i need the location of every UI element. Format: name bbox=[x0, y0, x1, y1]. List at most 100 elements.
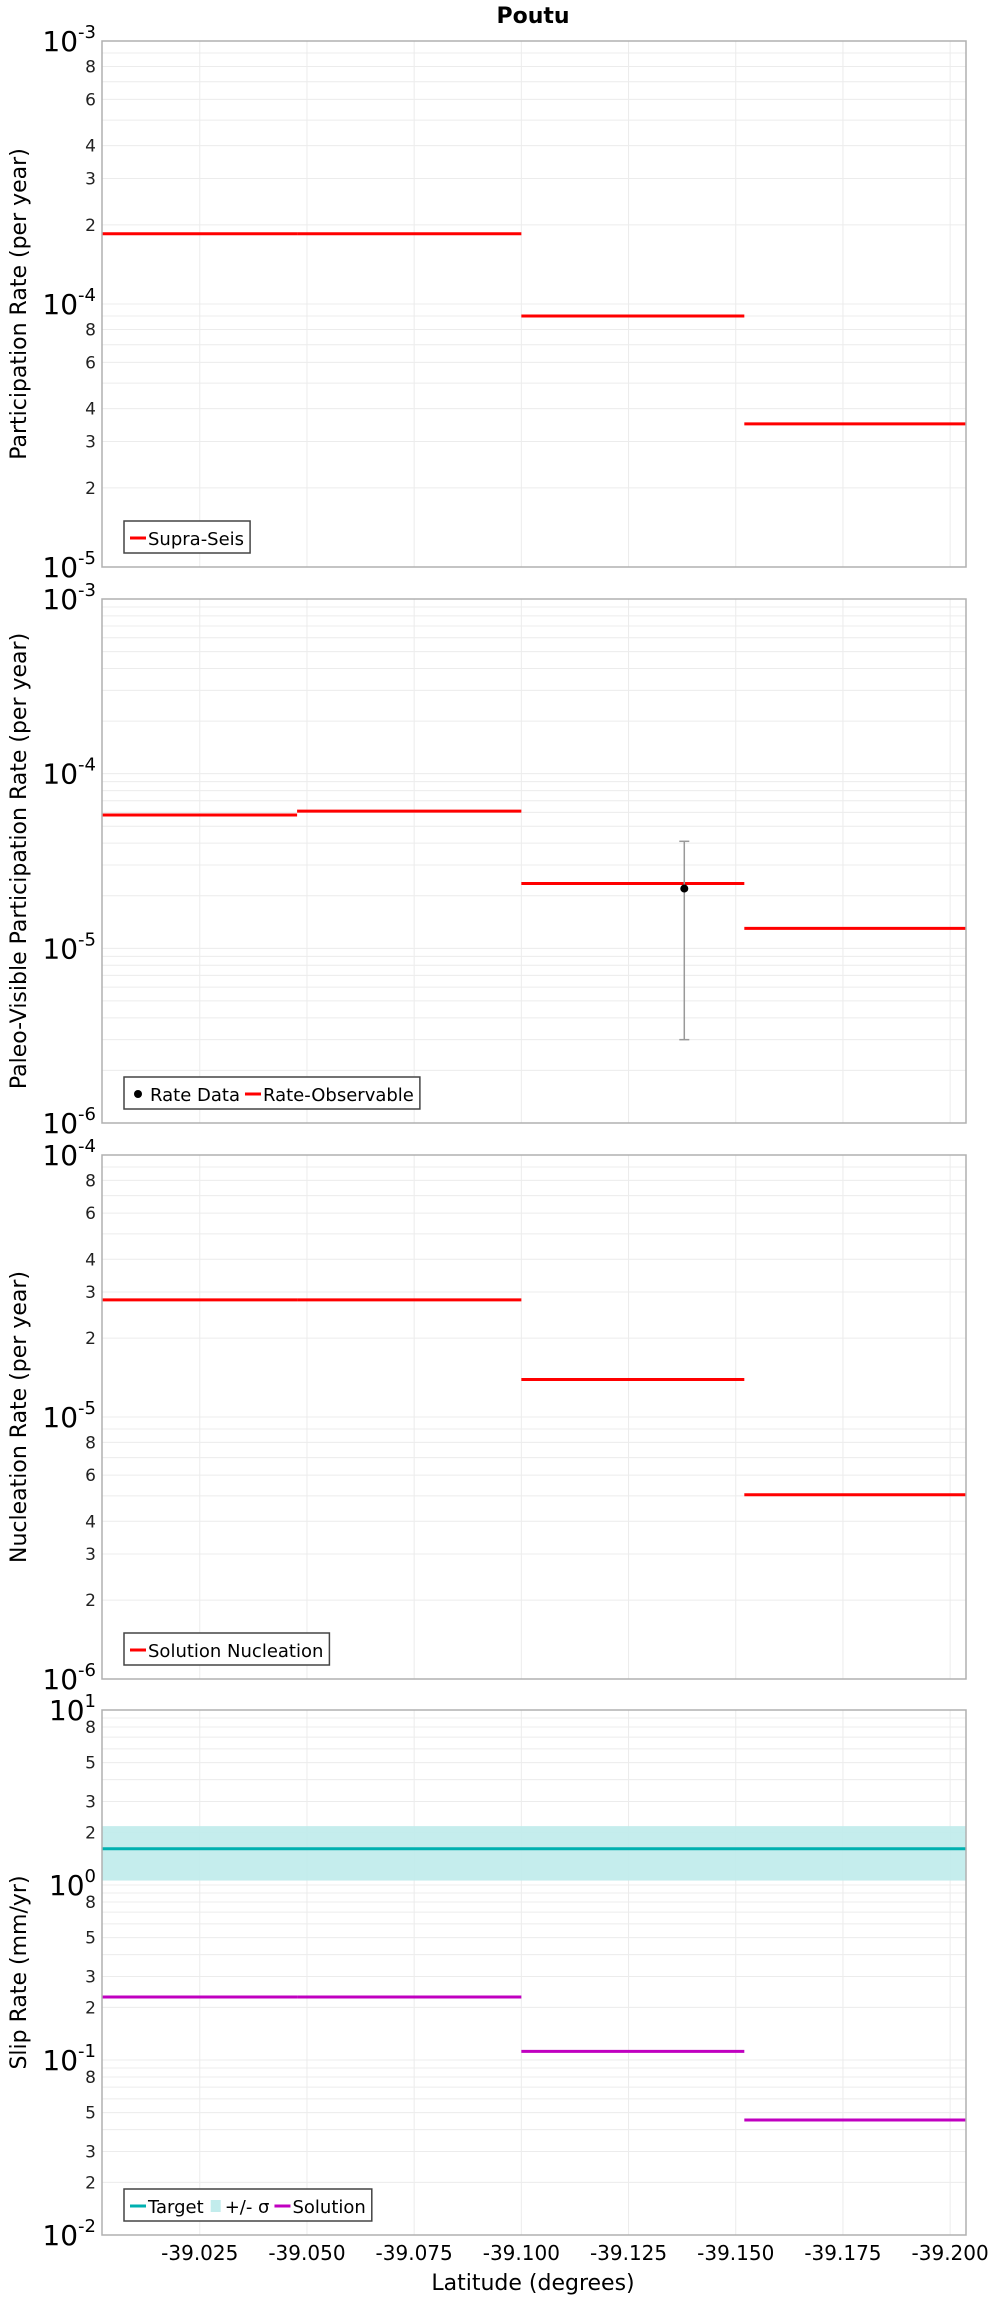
y-minor-tick-label: 5 bbox=[85, 1754, 96, 1774]
y-tick-label: 101 bbox=[49, 1691, 96, 1727]
y-minor-tick-label: 4 bbox=[85, 1250, 96, 1270]
y-tick-exponent: -4 bbox=[78, 285, 96, 306]
plot-frame bbox=[101, 1709, 967, 2236]
legend-box bbox=[123, 1632, 331, 1666]
sigma-band bbox=[102, 1826, 966, 1881]
y-minor-tick-label: 2 bbox=[85, 1998, 96, 2018]
plot-frame bbox=[101, 40, 967, 568]
y-minor-tick-label: 3 bbox=[85, 1283, 96, 1303]
y-axis-label: Participation Rate (per year) bbox=[7, 148, 32, 460]
y-tick-label: 10-4 bbox=[42, 1136, 96, 1172]
legend-square-icon bbox=[210, 2200, 221, 2212]
y-minor-tick-label: 2 bbox=[85, 1591, 96, 1611]
data-point bbox=[680, 884, 689, 893]
y-tick-label: 10-5 bbox=[42, 548, 96, 584]
y-minor-tick-label: 3 bbox=[85, 433, 96, 453]
y-tick-label: 10-6 bbox=[42, 1104, 96, 1140]
y-tick-exponent: -5 bbox=[78, 1398, 96, 1419]
y-minor-tick-label: 2 bbox=[85, 216, 96, 236]
y-tick-exponent: -5 bbox=[78, 929, 96, 950]
legend: Solution Nucleation bbox=[123, 1632, 331, 1666]
y-tick-base: 10 bbox=[42, 551, 78, 584]
y-minor-tick-label: 8 bbox=[85, 1171, 96, 1191]
y-minor-tick-label: 5 bbox=[85, 1929, 96, 1949]
legend-label: Solution bbox=[292, 2197, 365, 2218]
legend-dot-icon bbox=[134, 1090, 142, 1098]
y-minor-tick-label: 3 bbox=[85, 170, 96, 190]
y-tick-base: 10 bbox=[42, 1401, 78, 1434]
y-tick-label: 10-5 bbox=[42, 1398, 96, 1434]
legend-label: Rate Data bbox=[150, 1085, 240, 1106]
x-tick-label: -39.150 bbox=[697, 2241, 774, 2265]
y-tick-exponent: 1 bbox=[85, 1691, 96, 1712]
legend-label: Supra-Seis bbox=[148, 529, 244, 550]
y-tick-base: 10 bbox=[42, 583, 78, 616]
y-axis-label: Nucleation Rate (per year) bbox=[7, 1271, 32, 1563]
plot-frame bbox=[101, 1154, 967, 1680]
x-axis: -39.025 -39.050 -39.075 -39.100 -39.125 -39.1… bbox=[161, 2241, 989, 2265]
y-axis-label: Paleo-Visible Participation Rate (per ye… bbox=[7, 633, 32, 1089]
y-tick-label: 100 bbox=[49, 1866, 96, 1902]
y-tick-base: 10 bbox=[42, 758, 78, 791]
y-tick-base: 10 bbox=[42, 1139, 78, 1172]
y-tick-label: 10-3 bbox=[42, 22, 96, 58]
y-minor-tick-label: 4 bbox=[85, 1512, 96, 1532]
y-tick-label: 10-6 bbox=[42, 1660, 96, 1696]
y-minor-tick-label: 2 bbox=[85, 2173, 96, 2193]
y-tick-exponent: -3 bbox=[78, 22, 96, 43]
y-tick-exponent: -2 bbox=[78, 2216, 96, 2237]
y-tick-label: 10-4 bbox=[42, 755, 96, 791]
y-minor-tick-label: 3 bbox=[85, 1545, 96, 1565]
plot-area bbox=[102, 1710, 966, 2235]
y-tick-base: 10 bbox=[49, 1869, 85, 1902]
legend-label: +/- σ bbox=[225, 2197, 270, 2218]
y-minor-tick-label: 3 bbox=[85, 1793, 96, 1813]
x-tick-label: -39.200 bbox=[912, 2241, 989, 2265]
y-minor-tick-label: 5 bbox=[85, 2104, 96, 2124]
y-tick-label: 10-4 bbox=[42, 285, 96, 321]
y-minor-tick-label: 6 bbox=[85, 353, 96, 373]
y-tick-exponent: -4 bbox=[78, 1136, 96, 1157]
y-minor-tick-label: 4 bbox=[85, 137, 96, 157]
y-tick-label: 10-1 bbox=[42, 2041, 96, 2077]
y-minor-tick-label: 2 bbox=[85, 1823, 96, 1843]
legend-box bbox=[123, 2188, 373, 2222]
y-tick-label: 10-5 bbox=[42, 929, 96, 965]
y-tick-base: 10 bbox=[42, 2219, 78, 2252]
x-tick-label: -39.125 bbox=[590, 2241, 667, 2265]
y-tick-exponent: 0 bbox=[85, 1866, 96, 1887]
y-tick-base: 10 bbox=[49, 1694, 85, 1727]
x-tick-label: -39.175 bbox=[804, 2241, 881, 2265]
x-tick-label: -39.025 bbox=[161, 2241, 238, 2265]
y-tick-label: 10-2 bbox=[42, 2216, 96, 2252]
y-tick-base: 10 bbox=[42, 25, 78, 58]
y-tick-exponent: -6 bbox=[78, 1660, 96, 1681]
y-tick-base: 10 bbox=[42, 1107, 78, 1140]
y-tick-base: 10 bbox=[42, 2044, 78, 2077]
y-tick-base: 10 bbox=[42, 288, 78, 321]
legend: Supra-Seis bbox=[123, 520, 251, 554]
y-tick-exponent: -6 bbox=[78, 1104, 96, 1125]
y-minor-tick-label: 3 bbox=[85, 2143, 96, 2163]
chart-title: Poutu bbox=[496, 4, 569, 29]
y-tick-base: 10 bbox=[42, 1663, 78, 1696]
y-tick-exponent: -3 bbox=[78, 580, 96, 601]
legend-label: Solution Nucleation bbox=[148, 1641, 323, 1662]
y-minor-tick-label: 8 bbox=[85, 1433, 96, 1453]
y-minor-tick-label: 6 bbox=[85, 1204, 96, 1224]
legend-box bbox=[123, 1076, 421, 1110]
x-axis-label: Latitude (degrees) bbox=[431, 2271, 634, 2296]
y-minor-tick-label: 8 bbox=[85, 320, 96, 340]
y-tick-exponent: -4 bbox=[78, 755, 96, 776]
plot-area bbox=[102, 599, 966, 1123]
y-minor-tick-label: 4 bbox=[85, 400, 96, 420]
y-tick-exponent: -5 bbox=[78, 548, 96, 569]
y-minor-tick-label: 3 bbox=[85, 1968, 96, 1988]
y-axis-label: Slip Rate (mm/yr) bbox=[7, 1875, 32, 2069]
y-tick-exponent: -1 bbox=[78, 2041, 96, 2062]
legend-label: Target bbox=[147, 2197, 204, 2218]
